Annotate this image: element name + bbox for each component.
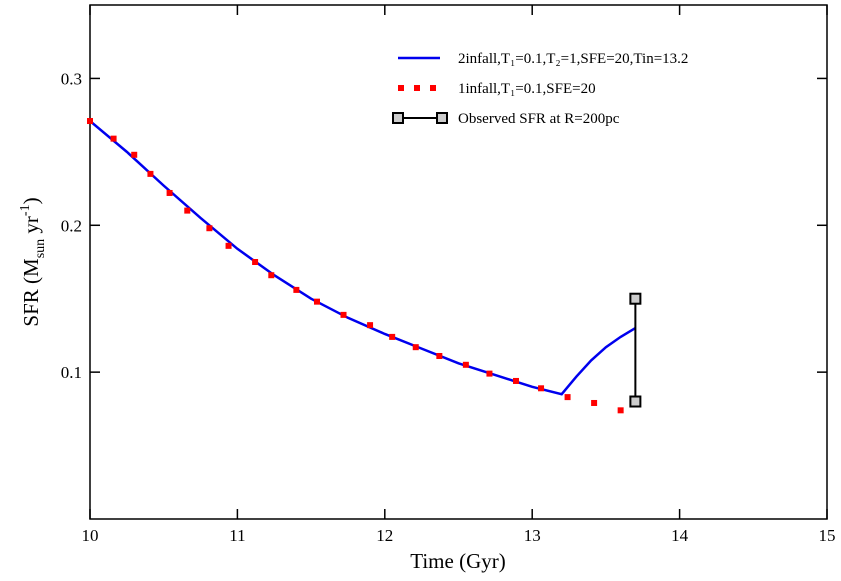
- dot-marker: [412, 344, 419, 351]
- x-tick-label: 15: [819, 526, 836, 545]
- dot-marker: [131, 151, 138, 158]
- dot-marker: [340, 311, 347, 318]
- observed-marker: [629, 395, 642, 408]
- y-label-part: SFR (M: [19, 258, 43, 327]
- legend-swatch: [398, 85, 404, 91]
- plot-frame: [89, 4, 828, 520]
- dot-marker: [486, 370, 493, 377]
- dot-marker: [225, 242, 232, 249]
- dot-marker: [313, 298, 320, 305]
- x-tick-label: 14: [671, 526, 689, 545]
- y-tick-label: 0.2: [61, 216, 82, 235]
- dot-marker: [538, 385, 545, 392]
- dot-marker: [110, 135, 117, 142]
- dot-marker: [617, 407, 624, 414]
- legend-swatch: [392, 112, 404, 124]
- dot-marker: [512, 377, 519, 384]
- dot-marker: [147, 170, 154, 177]
- y-label-part: ): [19, 197, 43, 204]
- line-series: [89, 120, 637, 396]
- y-axis-label: SFR (Msun yr-1): [18, 197, 48, 326]
- x-tick-label: 11: [229, 526, 245, 545]
- x-tick-label: 12: [376, 526, 393, 545]
- dot-marker: [268, 272, 275, 279]
- x-tick-label: 13: [524, 526, 541, 545]
- dot-marker: [564, 394, 571, 401]
- legend-label: 1infall,T₁=0.1,SFE=20: [458, 81, 596, 97]
- y-label-sup: -1: [18, 204, 33, 216]
- dot-marker: [166, 189, 173, 196]
- legend-swatch: [436, 112, 448, 124]
- y-label-sub: sun: [33, 239, 48, 258]
- dot-marker: [436, 352, 443, 359]
- dot-marker: [252, 259, 259, 265]
- dot-marker: [367, 322, 374, 329]
- y-tick-label: 0.3: [61, 69, 82, 88]
- dot-marker: [389, 333, 396, 340]
- dot-marker: [206, 225, 213, 232]
- legend-label: Observed SFR at R=200pc: [458, 111, 620, 127]
- y-label-part: yr: [19, 216, 43, 239]
- dot-marker: [591, 399, 598, 406]
- dot-marker: [293, 286, 300, 293]
- dot-marker: [462, 361, 469, 368]
- dot-marker: [87, 118, 93, 125]
- x-tick-label: 10: [82, 526, 99, 545]
- observed-marker: [629, 292, 642, 305]
- dot-marker: [184, 207, 191, 214]
- x-axis-label: Time (Gyr): [410, 549, 505, 573]
- legend-swatch: [414, 85, 420, 91]
- legend-swatch: [430, 85, 436, 91]
- y-tick-label: 0.1: [61, 363, 82, 382]
- legend-label: 2infall,T₁=0.1,T₂=1,SFE=20,Tin=13.2: [458, 51, 688, 67]
